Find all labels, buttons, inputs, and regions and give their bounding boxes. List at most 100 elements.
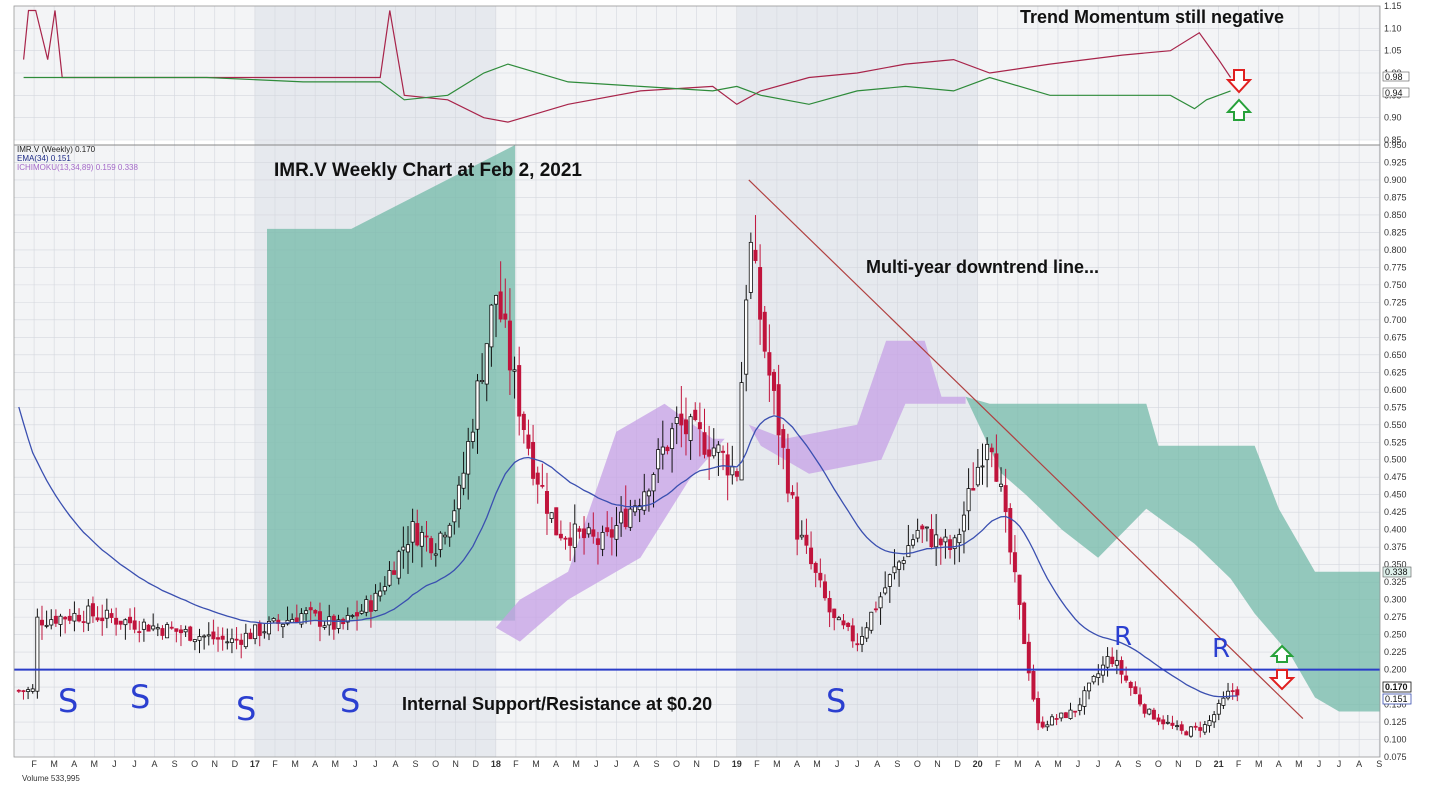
candle-body (151, 625, 156, 630)
candle-body (280, 623, 285, 628)
candle-body (118, 620, 123, 625)
x-tick-label: M (331, 759, 339, 769)
x-tick-label: D (713, 759, 720, 769)
candle-body (290, 619, 295, 623)
candle-body (248, 632, 253, 640)
candle-body (971, 488, 976, 491)
osc-tag-green-box (1382, 87, 1410, 98)
candle-body (929, 528, 934, 548)
ema-price-tag: 0.151 (1385, 694, 1408, 704)
x-tick-label: N (452, 759, 459, 769)
candle-body (313, 610, 318, 614)
candle-body (253, 624, 258, 640)
osc-tag-green: 0.94 (1385, 88, 1403, 98)
x-tick-label: A (794, 759, 800, 769)
candle-body (1188, 726, 1193, 737)
price-tick-label: 0.125 (1384, 717, 1407, 727)
candle-body (169, 626, 174, 629)
x-tick-label: J (1337, 759, 1342, 769)
candle-body (637, 505, 642, 511)
candle-body (595, 538, 600, 545)
candle-body (683, 419, 688, 435)
candle-body (165, 624, 170, 639)
volume-label: Volume 533,995 (22, 774, 80, 782)
candle-body (16, 689, 21, 692)
price-tick-label: 0.225 (1384, 647, 1407, 657)
candle-body (294, 617, 299, 623)
x-tick-label: A (1276, 759, 1282, 769)
candle-body (989, 447, 994, 453)
candle-body (86, 605, 91, 624)
candle-body (864, 627, 869, 639)
x-tick-label: S (1376, 759, 1382, 769)
candle-body (822, 581, 827, 599)
price-tick-label: 0.600 (1384, 385, 1407, 395)
osc-tag-red: 0.98 (1385, 72, 1403, 82)
candle-body (554, 507, 559, 536)
x-tick-label: N (1175, 759, 1182, 769)
candle-body (378, 590, 383, 597)
candle-body (952, 537, 957, 549)
x-tick-label: F (754, 759, 760, 769)
ichimoku-cloud-bull-2 (965, 396, 1380, 712)
candle-body (966, 488, 971, 512)
price-tick-label: 0.150 (1384, 700, 1407, 710)
candle-body (730, 466, 735, 476)
candle-body (776, 384, 781, 436)
candle-body (443, 534, 448, 538)
x-tick-label: N (934, 759, 941, 769)
candle-body (994, 453, 999, 482)
candle-body (109, 613, 114, 618)
x-tick-label: D (954, 759, 961, 769)
candle-body (128, 616, 133, 624)
candle-body (146, 624, 151, 632)
x-tick-label: A (553, 759, 559, 769)
price-up-arrow-icon (1269, 644, 1295, 663)
x-tick-label: J (835, 759, 840, 769)
candle-body (49, 619, 54, 626)
candle-body (600, 532, 605, 550)
candle-body (665, 446, 670, 452)
candle-body (883, 587, 888, 594)
candle-body (832, 608, 837, 619)
axis-layer: 0.0750.1000.1250.1500.1750.2000.2250.250… (13, 1, 1407, 769)
candle-body (897, 561, 902, 570)
x-tick-label: F (513, 759, 519, 769)
candle-body (1110, 656, 1115, 665)
candle-body (1230, 690, 1235, 693)
candle-body (401, 546, 406, 551)
candle-body (123, 619, 128, 626)
x-tick-label: J (132, 759, 137, 769)
candle-body (860, 636, 865, 645)
osc-tick-label: 1.05 (1384, 46, 1402, 56)
candle-body (299, 613, 304, 625)
osc-tick-label: 0.85 (1384, 135, 1402, 145)
candle-body (1198, 727, 1203, 731)
candle-body (1077, 704, 1082, 711)
x-tick-label: O (191, 759, 198, 769)
x-tick-label: J (1096, 759, 1101, 769)
candle-body (494, 295, 499, 305)
candle-body (841, 620, 846, 626)
candle-body (531, 441, 536, 479)
candle-body (934, 534, 939, 548)
candle-body (114, 617, 119, 625)
candle-body (869, 611, 874, 631)
candle-body (100, 617, 105, 622)
candle-body (26, 689, 31, 692)
close-price-tag: 0.170 (1385, 682, 1408, 692)
candle-body (81, 621, 86, 623)
x-tick-label: A (1035, 759, 1041, 769)
candle-body (95, 617, 100, 621)
candle-body (137, 631, 142, 633)
price-tick-label: 0.750 (1384, 280, 1407, 290)
candle-body (216, 637, 221, 640)
candle-body (1049, 716, 1054, 726)
support-mark-s-5: S (826, 682, 846, 720)
candle-body (364, 599, 369, 613)
candle-body (656, 449, 661, 470)
candle-body (961, 514, 966, 532)
candle-body (674, 417, 679, 424)
candle-body (368, 600, 373, 612)
